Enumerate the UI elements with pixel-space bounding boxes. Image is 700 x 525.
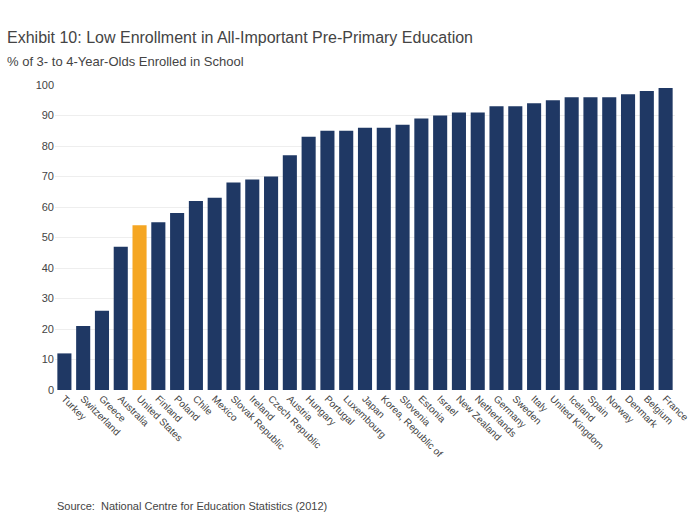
svg-text:Hungary: Hungary: [304, 393, 339, 428]
svg-text:Sweden: Sweden: [510, 393, 543, 426]
svg-text:Korea, Republic of: Korea, Republic of: [379, 393, 445, 459]
svg-text:Slovak Republic: Slovak Republic: [229, 393, 287, 451]
svg-text:Belgium: Belgium: [642, 393, 675, 426]
svg-text:20: 20: [42, 323, 54, 335]
svg-text:Italy: Italy: [529, 393, 550, 414]
svg-text:50: 50: [42, 231, 54, 243]
svg-text:40: 40: [42, 262, 54, 274]
svg-text:Austria: Austria: [285, 393, 315, 423]
svg-text:100: 100: [36, 79, 54, 91]
svg-text:Denmark: Denmark: [623, 393, 660, 430]
svg-text:Slovenia: Slovenia: [398, 393, 433, 428]
svg-text:Switzerland: Switzerland: [78, 393, 122, 437]
svg-text:80: 80: [42, 140, 54, 152]
svg-text:Norway: Norway: [604, 393, 636, 425]
svg-text:% of 3- to 4-Year-Olds Enrolle: % of 3- to 4-Year-Olds Enrolled in Schoo…: [7, 54, 244, 69]
svg-text:Ireland: Ireland: [247, 393, 276, 422]
svg-text:60: 60: [42, 201, 54, 213]
svg-text:Australia: Australia: [116, 393, 152, 429]
svg-text:Portugal: Portugal: [322, 393, 356, 427]
svg-text:90: 90: [42, 109, 54, 121]
svg-text:0: 0: [48, 384, 54, 396]
svg-text:Iceland: Iceland: [567, 393, 598, 424]
svg-text:Netherlands: Netherlands: [473, 393, 519, 439]
svg-text:Luxembourg: Luxembourg: [341, 393, 388, 440]
svg-text:France: France: [661, 393, 691, 423]
svg-text:Czech Republic: Czech Republic: [266, 393, 323, 450]
svg-text:Exhibit 10: Low Enrollment in: Exhibit 10: Low Enrollment in All-Import…: [7, 29, 473, 46]
svg-text:10: 10: [42, 353, 54, 365]
svg-text:Finland: Finland: [153, 393, 184, 424]
svg-text:Greece: Greece: [97, 393, 128, 424]
svg-text:Germany: Germany: [492, 393, 529, 430]
svg-text:Mexico: Mexico: [210, 393, 240, 423]
svg-text:Source: National Centre for E: Source: National Centre for Education St…: [57, 500, 327, 512]
svg-text:70: 70: [42, 170, 54, 182]
svg-text:30: 30: [42, 292, 54, 304]
svg-text:Japan: Japan: [360, 393, 387, 420]
svg-text:Chile: Chile: [191, 393, 215, 417]
svg-text:United States: United States: [135, 393, 185, 443]
svg-text:New Zealand: New Zealand: [454, 393, 503, 442]
svg-text:United Kingdom: United Kingdom: [548, 393, 606, 451]
svg-text:Poland: Poland: [172, 393, 202, 423]
svg-text:Spain: Spain: [586, 393, 612, 419]
svg-text:Turkey: Turkey: [59, 393, 88, 422]
svg-text:Estonia: Estonia: [416, 393, 448, 425]
svg-text:Israel: Israel: [435, 393, 460, 418]
